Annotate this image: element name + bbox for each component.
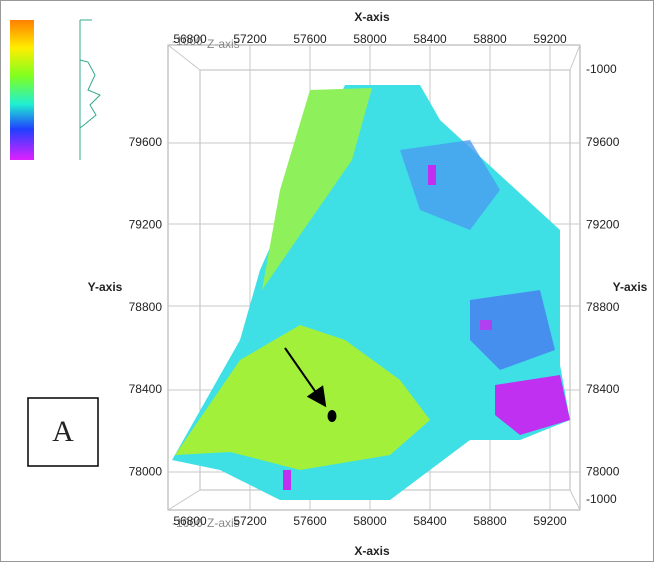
arrow [284,347,327,408]
x-tick-label: 59200 [533,32,567,46]
x-tick-label: 56800 [173,514,207,528]
y-tick-label: 78000 [129,464,163,478]
well-marker [327,410,337,422]
x-tick-label: 59200 [533,514,567,528]
z-axis-title: Z-axis [207,516,240,530]
z-axis-title: Z-axis [207,37,240,51]
y-tick-label: 78800 [129,300,163,314]
x-tick-label: 57200 [233,32,267,46]
x-tick-label: 56800 [173,32,207,46]
y-tick-label: 78000 [586,464,620,478]
z-tick-label: -1000 [172,516,203,530]
x-tick-label: 57600 [293,32,327,46]
x-tick-label: 57200 [233,514,267,528]
y-tick-label: 78800 [586,300,620,314]
x-tick-label: 57600 [293,514,327,528]
z-tick-label: -1000 [586,492,617,506]
y-tick-label: 79200 [129,217,163,231]
panel-box [27,397,99,467]
x-tick-label: 58000 [353,514,387,528]
z-tick-label: -1000 [586,62,617,76]
x-axis-title: X-axis [354,10,390,24]
z-tick-label: -1000 [172,34,203,48]
histogram [79,19,101,160]
x-tick-label: 58000 [353,32,387,46]
x-axis-title: X-axis [354,544,390,558]
panel-label: A [52,415,74,448]
y-tick-label: 79600 [129,135,163,149]
y-tick-label: 78400 [129,382,163,396]
y-tick-label: 79600 [586,135,620,149]
property-map [172,85,570,500]
x-tick-label: 58400 [413,32,447,46]
y-tick-label: 79200 [586,217,620,231]
x-tick-label: 58800 [473,32,507,46]
color-bar [10,20,34,160]
x-tick-label: 58400 [413,514,447,528]
y-axis-title: Y-axis [613,280,648,294]
y-axis-title: Y-axis [88,280,123,294]
y-tick-label: 78400 [586,382,620,396]
x-tick-label: 58800 [473,514,507,528]
